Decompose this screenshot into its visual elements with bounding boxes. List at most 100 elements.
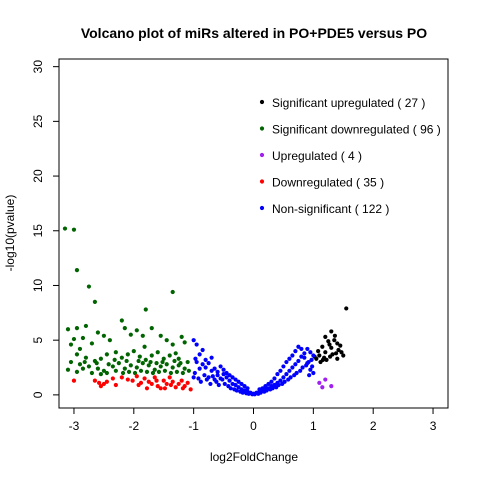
data-point <box>327 342 332 347</box>
data-point <box>148 359 153 365</box>
data-point <box>191 375 196 380</box>
y-axis-label: -log10(pvalue) <box>3 195 17 272</box>
legend-label: Non-significant ( 122 ) <box>272 202 389 216</box>
data-point <box>116 361 121 366</box>
legend: Significant upregulated ( 27 ) Significan… <box>259 96 441 216</box>
data-point <box>143 357 148 362</box>
data-point <box>154 378 159 383</box>
data-point <box>200 362 205 367</box>
data-point <box>290 353 295 358</box>
data-point <box>305 361 310 366</box>
data-point <box>336 347 341 353</box>
data-point <box>209 368 214 373</box>
data-point <box>281 364 286 369</box>
data-point <box>158 333 163 338</box>
data-point <box>83 323 89 329</box>
data-point <box>311 370 316 376</box>
data-point <box>155 384 160 389</box>
data-point <box>208 381 213 387</box>
data-point <box>80 335 86 341</box>
data-point <box>224 375 229 380</box>
x-tick-label: -3 <box>69 419 80 433</box>
data-point <box>197 366 202 371</box>
data-point <box>86 364 92 369</box>
data-point <box>294 370 299 376</box>
data-point <box>236 385 241 390</box>
data-point <box>317 380 322 385</box>
data-point <box>101 368 106 373</box>
data-point <box>82 359 87 365</box>
data-point <box>104 370 109 376</box>
data-point <box>202 373 207 378</box>
data-point <box>194 359 199 365</box>
data-point <box>320 357 326 362</box>
data-point <box>278 378 283 383</box>
data-point <box>126 369 132 374</box>
data-point <box>125 377 130 382</box>
x-tick-label: 3 <box>430 419 437 433</box>
data-point <box>119 355 124 360</box>
data-point <box>158 364 163 369</box>
data-point <box>263 384 268 389</box>
data-point <box>302 355 307 360</box>
data-point <box>156 369 162 374</box>
data-point <box>161 378 166 383</box>
data-point <box>89 370 95 376</box>
data-point <box>185 359 190 365</box>
data-point <box>122 326 127 331</box>
data-point <box>142 344 147 349</box>
data-point <box>131 349 136 354</box>
data-point <box>258 390 263 395</box>
data-point <box>276 382 281 388</box>
data-point <box>173 351 178 356</box>
data-point <box>320 344 325 349</box>
y-axis: 0 5 10 15 20 25 30 <box>31 60 59 398</box>
data-point <box>344 306 349 311</box>
data-point <box>170 342 175 347</box>
y-tick-label: 30 <box>31 60 45 74</box>
data-point <box>320 385 325 390</box>
data-point <box>96 380 102 385</box>
data-point <box>224 370 229 376</box>
data-point <box>162 386 168 391</box>
data-point <box>329 384 334 389</box>
data-point <box>194 342 199 347</box>
data-point <box>95 366 100 371</box>
data-point <box>341 353 346 358</box>
data-point <box>298 368 303 373</box>
legend-label: Significant downregulated ( 96 ) <box>272 123 441 137</box>
data-point <box>128 332 133 337</box>
data-point <box>296 344 301 349</box>
data-point <box>185 380 190 385</box>
data-point <box>215 373 220 378</box>
x-tick-label: -1 <box>188 419 199 433</box>
data-point <box>329 329 334 334</box>
data-point <box>316 349 321 354</box>
data-points <box>62 226 349 397</box>
data-point <box>234 388 239 393</box>
data-point <box>92 378 98 383</box>
data-point <box>182 340 187 345</box>
data-point <box>311 353 316 358</box>
legend-marker <box>259 205 265 211</box>
data-point <box>330 352 335 357</box>
x-axis: -3 -2 -1 0 1 2 3 <box>69 408 437 433</box>
data-point <box>227 378 232 383</box>
y-tick-label: 5 <box>31 337 45 344</box>
data-point <box>335 356 340 361</box>
data-point <box>300 365 305 370</box>
data-point <box>137 354 142 359</box>
data-point <box>305 346 310 352</box>
data-point <box>333 351 339 356</box>
data-point <box>86 284 92 289</box>
data-point <box>281 375 286 380</box>
data-point <box>167 353 172 358</box>
data-point <box>68 342 74 347</box>
data-point <box>122 366 127 371</box>
data-point <box>191 338 196 343</box>
data-point <box>104 352 109 357</box>
data-point <box>134 328 139 333</box>
data-point <box>230 375 235 380</box>
data-point <box>77 346 83 352</box>
data-point <box>130 378 135 383</box>
